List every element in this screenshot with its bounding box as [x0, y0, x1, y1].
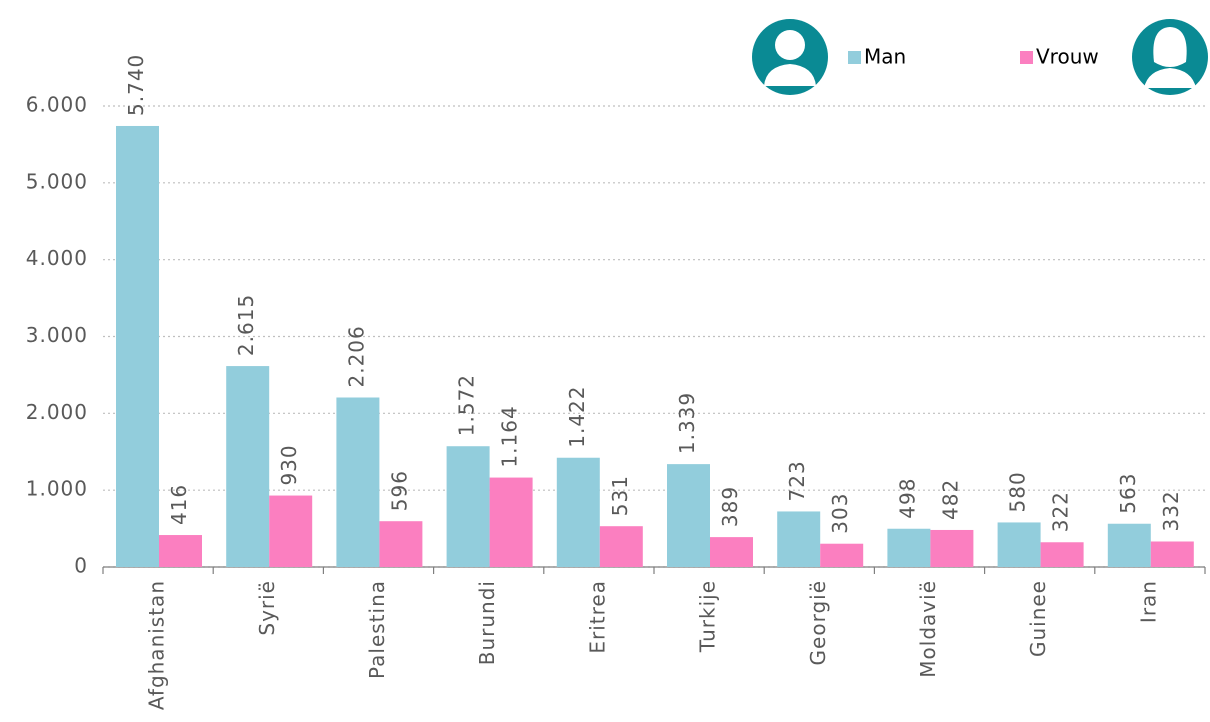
- x-tick-label: Iran: [1136, 580, 1160, 623]
- bar: [379, 521, 423, 567]
- legend-swatch: [1020, 51, 1033, 64]
- bar: [489, 477, 533, 567]
- bar: [336, 397, 380, 567]
- value-label: 723: [785, 460, 809, 501]
- value-label: 5.740: [124, 54, 148, 116]
- x-tick-label: Moldavië: [916, 580, 940, 678]
- value-label: 580: [1006, 471, 1030, 512]
- bar: [1150, 541, 1194, 567]
- legend-label: Man: [864, 45, 906, 69]
- value-label: 482: [938, 479, 962, 520]
- value-label: 531: [608, 475, 632, 516]
- x-tick-label: Eritrea: [585, 580, 609, 654]
- woman-icon: [1132, 19, 1208, 95]
- bar: [226, 366, 270, 567]
- bar: [887, 528, 931, 567]
- bar: [159, 535, 202, 567]
- x-tick-label: Guinee: [1026, 580, 1050, 657]
- legend-label: Vrouw: [1036, 45, 1099, 69]
- bar: [556, 457, 600, 567]
- bar: [997, 522, 1041, 567]
- bar: [1107, 523, 1151, 567]
- bar: [1040, 542, 1084, 567]
- value-label: 498: [895, 478, 919, 519]
- x-tick-label: Georgië: [806, 580, 830, 665]
- value-label: 930: [277, 444, 301, 485]
- x-tick-label: Palestina: [365, 580, 389, 679]
- man-icon: [752, 19, 828, 95]
- value-label: 2.615: [234, 294, 258, 356]
- x-tick-label: Turkije: [696, 580, 720, 653]
- y-tick-label: 2.000: [26, 400, 88, 424]
- y-tick-label: 3.000: [26, 323, 88, 347]
- value-label: 2.206: [344, 325, 368, 387]
- bar: [777, 511, 821, 567]
- value-label: 416: [167, 484, 191, 525]
- bar: [930, 529, 974, 567]
- y-tick-label: 1.000: [26, 477, 88, 501]
- legend-swatch: [848, 51, 861, 64]
- y-tick-label: 5.000: [26, 169, 88, 193]
- x-tick-label: Syrië: [255, 580, 279, 636]
- bar: [116, 125, 159, 567]
- y-tick-label: 4.000: [26, 246, 88, 270]
- bar: [667, 464, 710, 567]
- value-label: 1.422: [565, 385, 589, 447]
- value-label: 596: [387, 470, 411, 511]
- value-label: 303: [828, 493, 852, 534]
- value-label: 389: [718, 486, 742, 527]
- x-tick-label: Burundi: [475, 580, 499, 665]
- bar: [820, 543, 864, 567]
- value-label: 1.339: [675, 392, 699, 454]
- x-tick-label: Afghanistan: [145, 580, 169, 710]
- value-label: 322: [1049, 491, 1073, 532]
- y-tick-label: 0: [74, 554, 88, 578]
- value-label: 563: [1116, 473, 1140, 514]
- y-tick-label: 6.000: [26, 93, 88, 117]
- value-label: 332: [1159, 490, 1183, 531]
- value-label: 1.572: [455, 374, 479, 436]
- bar: [446, 446, 490, 567]
- value-label: 1.164: [498, 405, 522, 467]
- bar: [710, 537, 753, 567]
- bar: [599, 526, 643, 567]
- bar: [269, 495, 313, 567]
